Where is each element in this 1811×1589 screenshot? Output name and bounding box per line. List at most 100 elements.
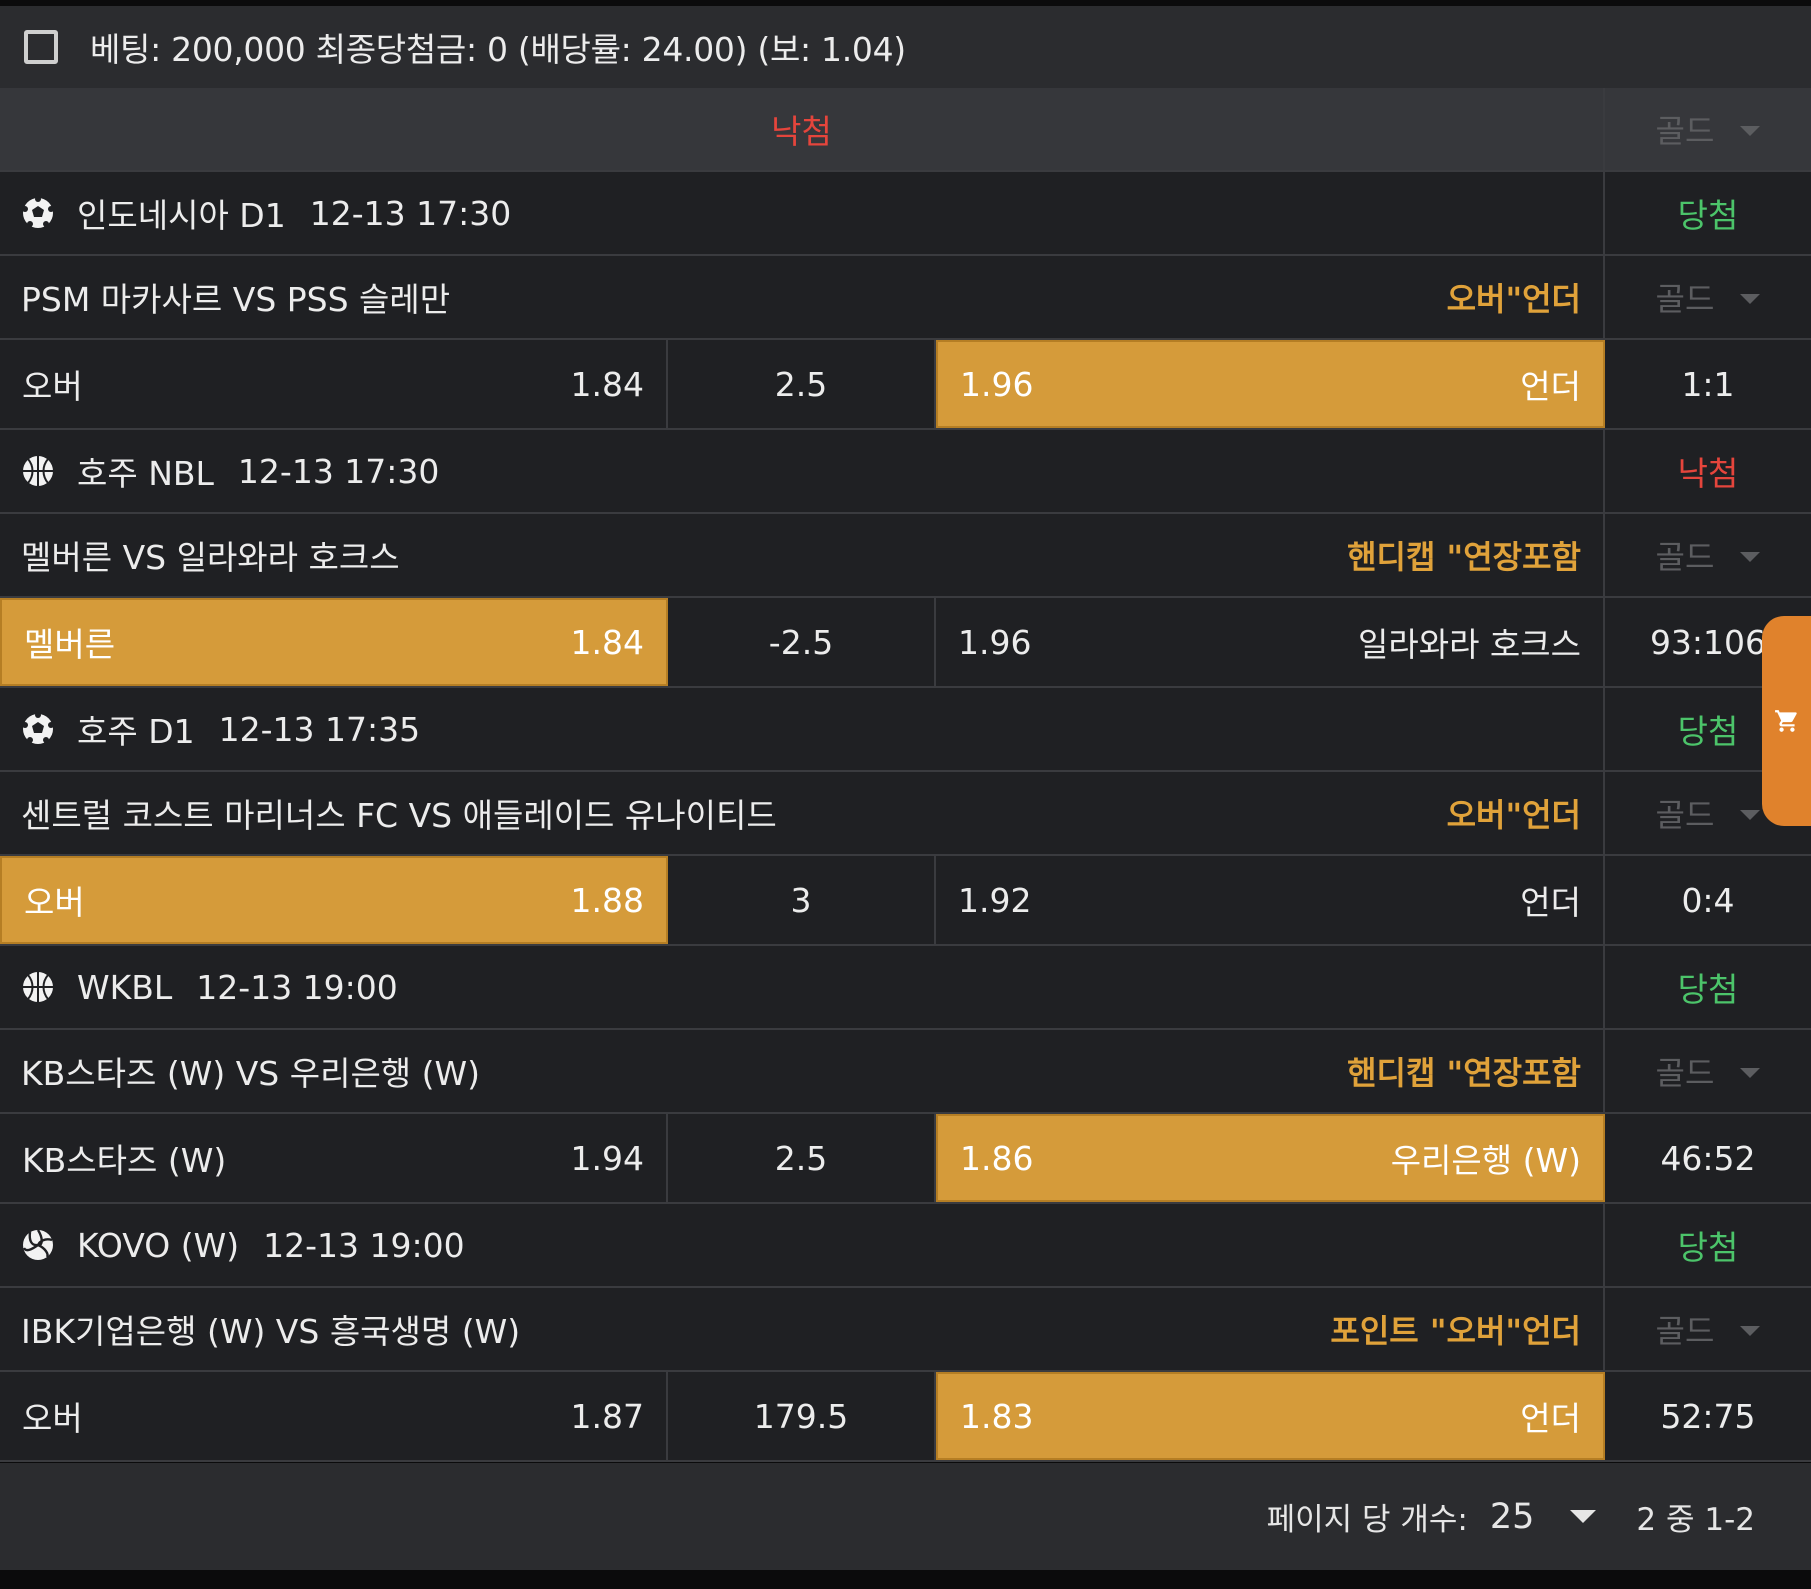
match-cell: 센트럴 코스트 마리너스 FC VS 애들레이드 유나이티드 오버"언더 <box>0 772 1605 854</box>
away-odds-button[interactable]: 1.86 우리은행 (W) <box>936 1114 1605 1202</box>
select-checkbox[interactable] <box>24 30 58 64</box>
match-row: 센트럴 코스트 마리너스 FC VS 애들레이드 유나이티드 오버"언더 골드 <box>0 772 1811 856</box>
home-label: 오버 <box>24 883 85 922</box>
per-page-select[interactable]: 25 <box>1489 1496 1535 1537</box>
score-cell: 46:52 <box>1605 1114 1811 1202</box>
league-name: 인도네시아 D1 <box>77 196 286 235</box>
match-row: KB스타즈 (W) VS 우리은행 (W) 핸디캡 "연장포함 골드 <box>0 1030 1811 1114</box>
gold-dropdown[interactable]: 골드 <box>1605 1288 1811 1370</box>
home-odds-button[interactable]: KB스타즈 (W) 1.94 <box>0 1114 668 1202</box>
gold-label: 골드 <box>1655 538 1715 576</box>
bet-type: 포인트 "오버"언더 <box>1330 1312 1581 1350</box>
odds-row: 오버 1.84 2.5 1.96 언더 1:1 <box>0 340 1811 430</box>
soccer-icon <box>21 712 55 746</box>
gold-label: 골드 <box>1655 1054 1715 1092</box>
league-name: WKBL <box>77 967 173 1007</box>
slip-status: 낙첨 <box>771 112 832 151</box>
handicap-line: 2.5 <box>774 1138 828 1178</box>
pagination-bar: 페이지 당 개수: 25 2 중 1-2 <box>0 1463 1811 1570</box>
per-page-label: 페이지 당 개수: <box>1266 1502 1468 1538</box>
result-badge: 당첨 <box>1677 196 1739 235</box>
odds-row: 오버 1.87 179.5 1.83 언더 52:75 <box>0 1372 1811 1462</box>
score-cell: 93:106 <box>1605 598 1811 686</box>
match-name: 멜버른 VS 일라와라 호크스 <box>21 538 400 577</box>
gold-dropdown[interactable]: 골드 <box>1605 514 1811 596</box>
match-name: IBK기업은행 (W) VS 흥국생명 (W) <box>21 1312 521 1351</box>
chevron-down-icon <box>1740 294 1761 304</box>
gold-dropdown[interactable]: 골드 <box>1605 88 1811 170</box>
final-score: 52:75 <box>1660 1396 1756 1436</box>
score-cell: 52:75 <box>1605 1372 1811 1460</box>
home-label: KB스타즈 (W) <box>22 1141 227 1180</box>
league-cell: KOVO (W) 12-13 19:00 <box>0 1204 1605 1286</box>
away-label: 언더 <box>1520 367 1581 406</box>
gold-dropdown[interactable]: 골드 <box>1605 256 1811 338</box>
home-odds-button[interactable]: 오버 1.87 <box>0 1372 668 1460</box>
line-cell: 3 <box>668 856 936 944</box>
home-odds: 1.88 <box>570 880 644 920</box>
handicap-line: -2.5 <box>768 622 834 662</box>
league-name: 호주 NBL <box>77 454 214 493</box>
league-name: 호주 D1 <box>77 712 195 751</box>
bet-summary-text: 베팅: 200,000 최종당첨금: 0 (배당률: 24.00) (보: 1.… <box>90 30 906 69</box>
result-cell: 당첨 <box>1605 688 1811 770</box>
final-score: 1:1 <box>1681 364 1735 404</box>
match-time: 12-13 17:35 <box>218 709 421 749</box>
home-odds-button[interactable]: 멜버른 1.84 <box>0 598 668 686</box>
result-badge: 낙첨 <box>1677 454 1739 493</box>
away-odds-button[interactable]: 1.92 언더 <box>936 856 1605 944</box>
odds-row: 멜버른 1.84 -2.5 1.96 일라와라 호크스 93:106 <box>0 598 1811 688</box>
slip-status-cell: 낙첨 <box>0 88 1605 170</box>
home-odds-button[interactable]: 오버 1.84 <box>0 340 668 428</box>
score-cell: 0:4 <box>1605 856 1811 944</box>
line-cell: -2.5 <box>668 598 936 686</box>
home-label: 멜버른 <box>24 625 116 664</box>
away-odds: 1.92 <box>958 880 1032 920</box>
bet-summary-bar: 베팅: 200,000 최종당첨금: 0 (배당률: 24.00) (보: 1.… <box>0 0 1811 88</box>
home-odds: 1.84 <box>570 364 644 404</box>
gold-dropdown[interactable]: 골드 <box>1605 1030 1811 1112</box>
result-cell: 낙첨 <box>1605 430 1811 512</box>
home-odds: 1.94 <box>570 1138 644 1178</box>
handicap-line: 2.5 <box>774 364 828 404</box>
home-label: 오버 <box>22 1399 83 1438</box>
away-odds-button[interactable]: 1.83 언더 <box>936 1372 1605 1460</box>
match-cell: IBK기업은행 (W) VS 흥국생명 (W) 포인트 "오버"언더 <box>0 1288 1605 1370</box>
final-score: 46:52 <box>1660 1138 1756 1178</box>
bet-type: 핸디캡 "연장포함 <box>1347 538 1581 576</box>
away-label: 언더 <box>1520 883 1581 922</box>
final-score: 0:4 <box>1681 880 1735 920</box>
odds-row: KB스타즈 (W) 1.94 2.5 1.86 우리은행 (W) 46:52 <box>0 1114 1811 1204</box>
league-cell: 호주 NBL 12-13 17:30 <box>0 430 1605 512</box>
chevron-down-icon <box>1740 552 1761 562</box>
home-odds-button[interactable]: 오버 1.88 <box>0 856 668 944</box>
away-label: 언더 <box>1520 1399 1581 1438</box>
match-name: KB스타즈 (W) VS 우리은행 (W) <box>21 1054 481 1093</box>
result-badge: 당첨 <box>1677 712 1739 751</box>
match-name: 센트럴 코스트 마리너스 FC VS 애들레이드 유나이티드 <box>21 796 777 835</box>
final-score: 93:106 <box>1649 622 1767 662</box>
match-time: 12-13 19:00 <box>196 967 398 1007</box>
away-label: 우리은행 (W) <box>1390 1141 1581 1180</box>
away-odds: 1.96 <box>960 364 1034 404</box>
result-cell: 당첨 <box>1605 946 1811 1028</box>
away-odds-button[interactable]: 1.96 일라와라 호크스 <box>936 598 1605 686</box>
bet-type: 핸디캡 "연장포함 <box>1347 1054 1581 1092</box>
chevron-down-icon[interactable] <box>1570 1510 1597 1523</box>
chevron-down-icon <box>1740 810 1761 820</box>
page-range: 2 중 1-2 <box>1636 1502 1755 1538</box>
gold-dropdown[interactable]: 골드 <box>1605 772 1811 854</box>
odds-row: 오버 1.88 3 1.92 언더 0:4 <box>0 856 1811 946</box>
league-name: KOVO (W) <box>77 1225 240 1265</box>
cart-icon <box>1774 710 1797 732</box>
cart-button[interactable] <box>1762 616 1811 826</box>
soccer-icon <box>21 196 55 230</box>
chevron-down-icon <box>1740 1326 1761 1336</box>
league-row: 호주 NBL 12-13 17:30 낙첨 <box>0 430 1811 514</box>
match-time: 12-13 19:00 <box>263 1225 465 1265</box>
slip-status-row: 낙첨 골드 <box>0 88 1811 172</box>
league-cell: WKBL 12-13 19:00 <box>0 946 1605 1028</box>
away-odds-button[interactable]: 1.96 언더 <box>936 340 1605 428</box>
home-odds: 1.84 <box>570 622 644 662</box>
